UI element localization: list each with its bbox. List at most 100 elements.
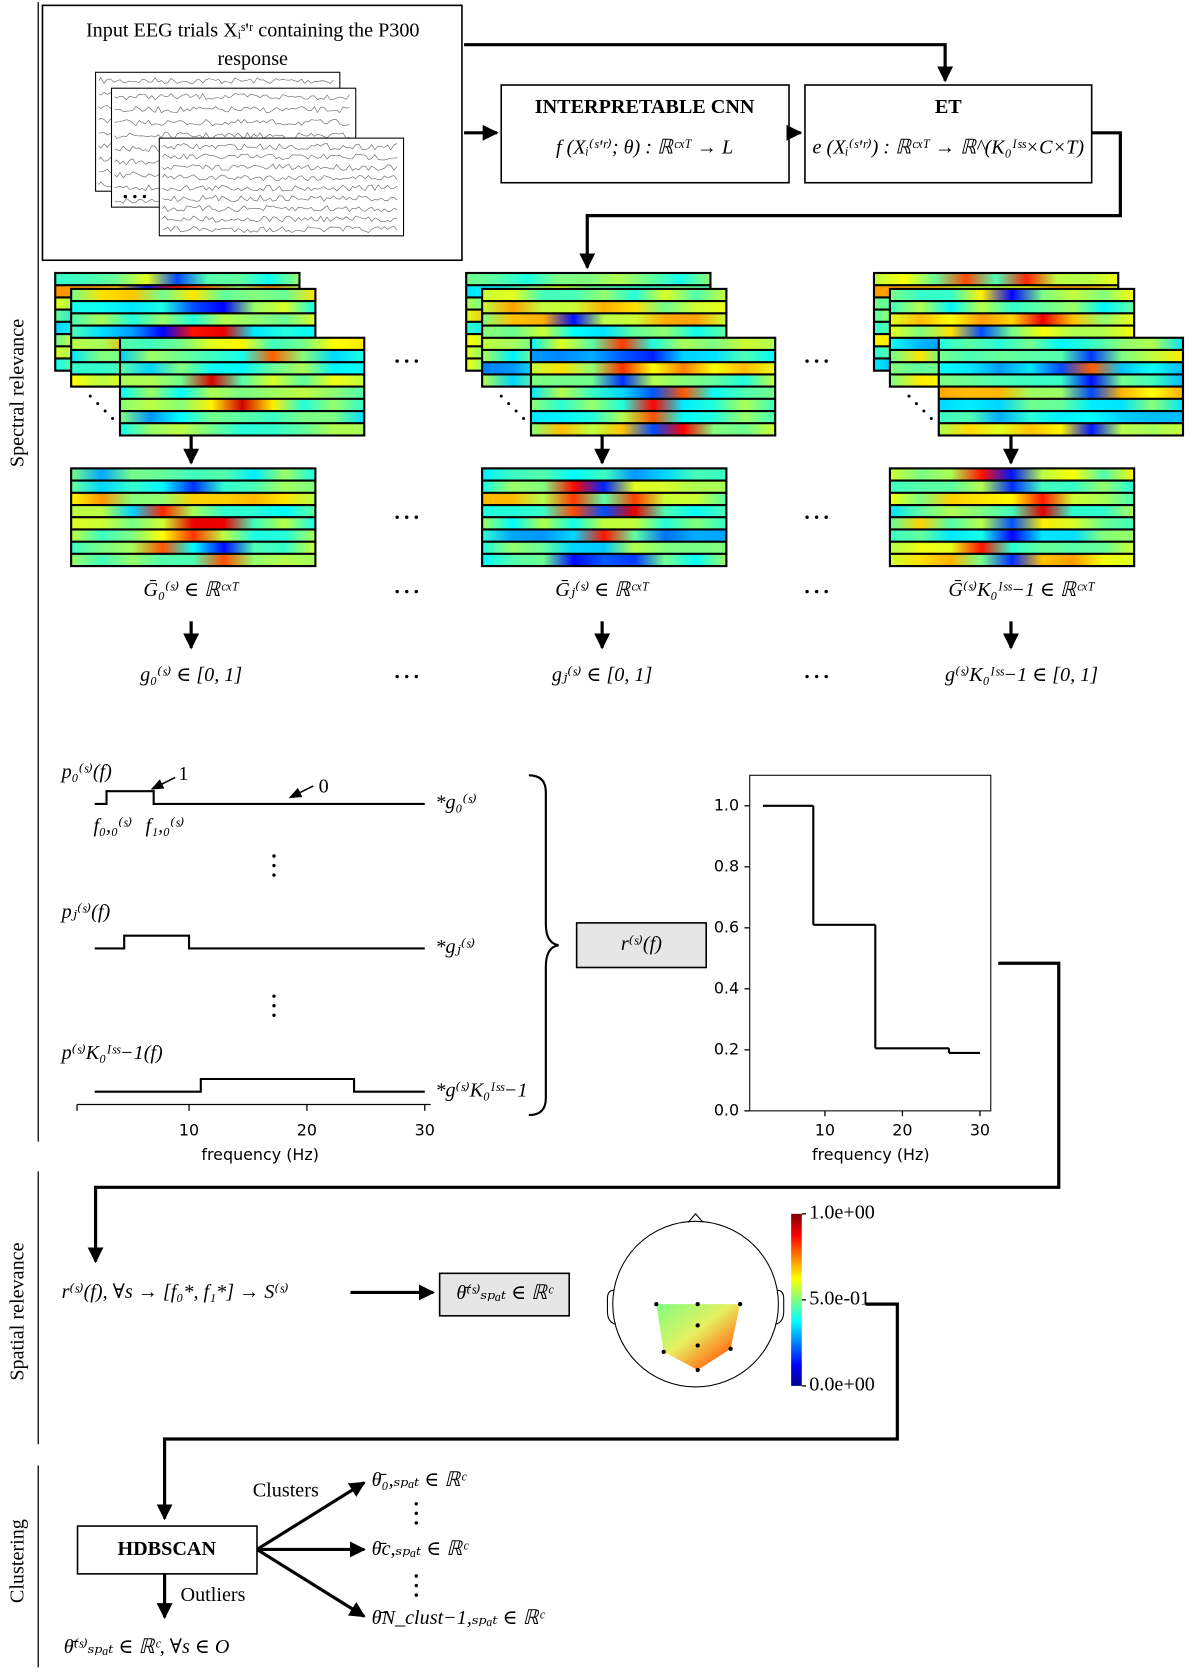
pulse [95,791,425,804]
x-axis-label: frequency (Hz) [201,1145,319,1164]
x-tick-label: 20 [892,1121,912,1140]
x-tick-label: 10 [179,1121,199,1140]
ellipsis-dot [922,410,925,413]
heat-row [890,468,1134,480]
arrow [257,1549,364,1616]
cluster-label: θ̄N_clust−1,ₛₚₐₜ ∈ ℝᶜ [372,1607,546,1629]
heat-row [71,493,315,505]
heat-row [531,387,775,399]
plot-frame [750,775,991,1111]
weight-label: *g⁽ˢ⁾K₀ᴵˢˢ−1 [435,1079,527,1101]
heat-row [890,481,1134,493]
arrow [96,963,1059,1261]
heat-row [890,554,1134,566]
ellipsis-dot [395,675,398,678]
heat-row [939,423,1183,435]
heat-row [890,301,1134,313]
average-label: Ḡⱼ⁽ˢ⁾ ∈ ℝᶜˣᵀ [555,579,650,601]
ellipsis-dot [415,1574,418,1577]
heat-row [71,517,315,529]
et-formula: e (Xᵢ⁽ˢ'ʳ⁾) : ℝᶜˣᵀ → ℝ^(K₀ᴵˢˢ×C×T) [813,136,1085,158]
heat-row [120,338,364,350]
heat-row [120,399,364,411]
heat-row [120,423,364,435]
heat-row [482,326,726,338]
heat-row [55,273,299,285]
ellipsis-dot [405,590,408,593]
brace [529,775,559,1115]
y-tick-label: 0.8 [714,856,739,875]
ellipsis-dot [96,402,99,405]
ellipsis-dot [272,864,275,867]
heat-row [71,505,315,517]
output-label: θ̄⁽ˢ⁾ₛₚₐₜ ∈ ℝᶜ [456,1282,554,1304]
heat-row [890,326,1134,338]
heat-row [939,350,1183,362]
heat-row [482,554,726,566]
ellipsis-dot [500,395,503,398]
heat-row [71,468,315,480]
pipeline-label: r⁽ˢ⁾(f), ∀s → [f₀*, f₁*] → S⁽ˢ⁾ [62,1281,289,1303]
ellipsis-dot [415,1521,418,1524]
aggregate-label: r⁽ˢ⁾(f) [621,933,662,955]
section-label: Spectral relevance [7,319,29,467]
x-tick-label: 10 [815,1121,835,1140]
ellipsis-dot [272,873,275,876]
heat-row [120,350,364,362]
colorbar-label: 0.0e+00 [809,1374,875,1396]
heat-row [890,289,1134,301]
heat-row [531,362,775,374]
colorbar-label: 5.0e-01 [809,1288,870,1310]
heat-row [531,423,775,435]
ellipsis-dot [824,516,827,519]
colorbar [791,1214,802,1386]
ellipsis-dot [272,854,275,857]
heat-row [890,313,1134,325]
ellipsis-dot [124,195,127,198]
outliers-label: Outliers [181,1584,246,1606]
ellipsis-dot [405,359,408,362]
x-axis-label: frequency (Hz) [812,1145,930,1164]
ellipsis-dot [815,516,818,519]
cluster-label: θ̄c,ₛₚₐₜ ∈ ℝᶜ [372,1538,470,1560]
arrow [464,45,945,81]
section-label: Spatial relevance [7,1242,29,1380]
method-label: HDBSCAN [117,1538,216,1560]
ellipsis-dot [133,195,136,198]
ellipsis-dot [395,359,398,362]
ellipsis-dot [507,402,510,405]
ellipsis-dot [415,1512,418,1515]
section-label: Clustering [7,1519,29,1603]
ellipsis-dot [415,590,418,593]
average-label: Ḡ₀⁽ˢ⁾ ∈ ℝᶜˣᵀ [143,579,240,601]
ellipsis-dot [111,417,114,420]
ellipsis-dot [522,417,525,420]
ellipsis-dot [405,675,408,678]
ellipsis-dot [272,1014,275,1017]
f-label: f₁,₀⁽ˢ⁾ [145,815,184,837]
pulse [95,936,425,949]
heat-row [531,350,775,362]
heat-row [531,399,775,411]
cluster-label: θ̄₀,ₛₚₐₜ ∈ ℝᶜ [372,1469,468,1491]
input-title: Input EEG trials Xᵢˢ'ʳ containing the P3… [86,20,420,42]
heat-row [482,481,726,493]
ellipsis-dot [908,395,911,398]
heat-row [120,411,364,423]
ellipsis-dot [272,994,275,997]
ellipsis-dot [415,1502,418,1505]
heat-row [71,529,315,541]
heat-row [71,301,315,313]
y-tick-label: 0.2 [714,1039,739,1058]
heat-row [466,273,710,285]
heat-row [939,338,1183,350]
heat-row [482,493,726,505]
marker-label: 1 [178,763,188,785]
diagram: Spectral relevance Spatial relevance Clust… [0,0,1200,1678]
heat-row [531,374,775,386]
heat-row [874,273,1118,285]
heat-row [120,387,364,399]
ellipsis-dot [104,410,107,413]
pointer [152,777,175,789]
heat-row [890,493,1134,505]
